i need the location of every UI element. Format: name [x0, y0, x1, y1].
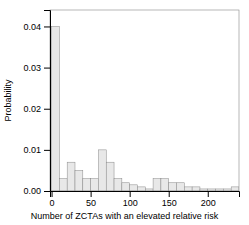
bar [145, 189, 153, 191]
x-tick: 100 [123, 191, 138, 208]
bar [208, 189, 216, 191]
bar [130, 185, 138, 191]
bar [91, 179, 99, 191]
y-tick-label: 0.02 [23, 104, 41, 114]
y-tick-label: 0.03 [23, 63, 41, 73]
bar [184, 187, 192, 191]
x-tick-label: 50 [86, 198, 96, 208]
chart: 0 50 100 150 200 0.00 0.01 0.02 0.03 0.04 Number o… [0, 0, 249, 225]
bar [177, 183, 185, 191]
x-tick-label: 0 [50, 198, 55, 208]
y-tick-mark [44, 68, 50, 69]
bar [98, 150, 106, 191]
bar [75, 170, 83, 191]
bar [161, 179, 169, 191]
bar [83, 179, 91, 191]
y-tick: 0.01 [23, 145, 50, 155]
bar [67, 162, 75, 191]
y-axis: 0.00 0.01 0.02 0.03 0.04 [23, 11, 50, 197]
bar [59, 179, 67, 191]
y-tick-mark [44, 191, 50, 192]
x-tick-mark [52, 191, 53, 197]
y-tick-mark [44, 26, 50, 27]
x-axis-title: Number of ZCTAs with an elevated relativ… [31, 211, 219, 221]
y-tick: 0.03 [23, 63, 50, 73]
x-tick-mark [91, 191, 92, 197]
y-axis-title: Probability [3, 79, 13, 122]
bar [114, 179, 122, 191]
bar [169, 183, 177, 191]
y-tick: 0.02 [23, 104, 50, 114]
y-tick-label: 0.01 [23, 145, 41, 155]
bar [192, 187, 200, 191]
x-tick: 150 [162, 191, 177, 208]
y-tick-label: 0.04 [23, 22, 41, 32]
y-tick: 0.00 [23, 186, 50, 196]
x-tick-mark [169, 191, 170, 197]
x-axis: 0 50 100 150 200 [50, 191, 240, 208]
bar [106, 162, 114, 191]
bar [231, 187, 239, 191]
bar [122, 183, 130, 191]
x-tick: 50 [86, 191, 96, 208]
y-tick-mark [44, 109, 50, 110]
y-tick-mark [44, 150, 50, 151]
bar [216, 189, 224, 191]
bars [52, 26, 239, 191]
y-tick-label: 0.00 [23, 186, 41, 196]
bar [52, 26, 60, 191]
x-tick-label: 100 [123, 198, 138, 208]
x-tick-label: 150 [162, 198, 177, 208]
y-tick: 0.04 [23, 22, 50, 32]
x-tick-mark [208, 191, 209, 197]
y-axis-line [44, 11, 51, 192]
x-tick: 200 [201, 191, 216, 208]
bar [200, 189, 208, 191]
x-tick-label: 200 [201, 198, 216, 208]
bar [137, 187, 145, 191]
x-tick: 0 [50, 191, 55, 208]
bar [153, 179, 161, 191]
plot-frame [50, 10, 239, 191]
plot: 0 50 100 150 200 0.00 0.01 0.02 0.03 0.04 [23, 10, 239, 208]
x-tick-mark [130, 191, 131, 197]
bar [223, 189, 231, 191]
x-axis-line [51, 192, 240, 198]
